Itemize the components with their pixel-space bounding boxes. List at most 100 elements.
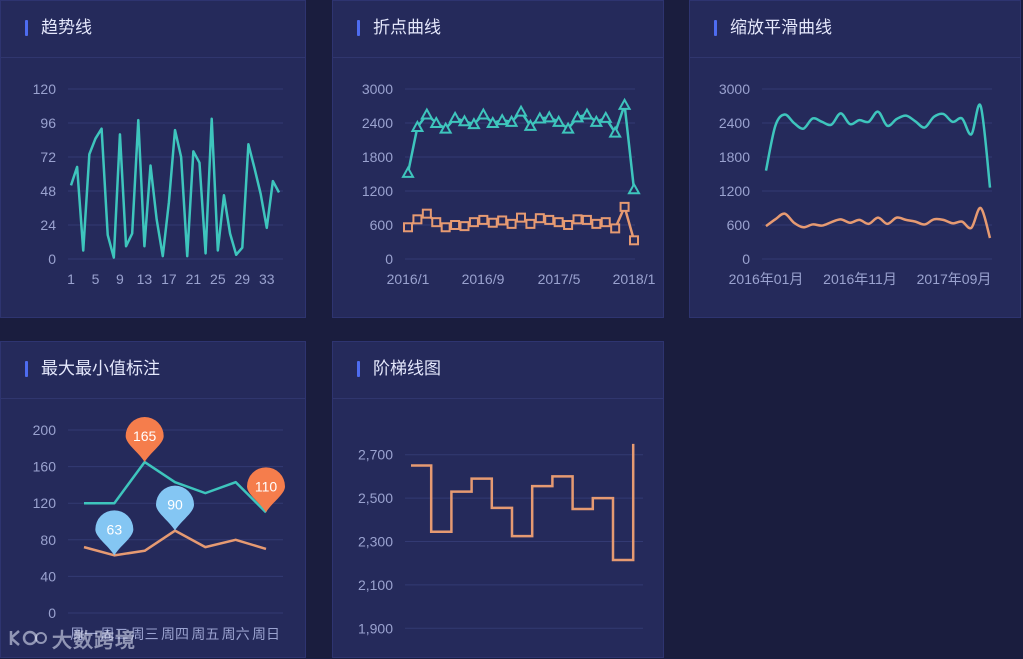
y-tick-label: 1200 [719, 183, 750, 199]
y-tick-label: 0 [48, 605, 56, 621]
y-tick-label: 200 [33, 422, 57, 438]
square-marker [591, 218, 602, 229]
y-tick-label: 1,900 [358, 620, 393, 636]
square-marker [412, 214, 423, 225]
x-tick-label: 17 [161, 271, 177, 287]
step-series-line [411, 443, 635, 562]
y-tick-label: 1800 [719, 149, 750, 165]
trend-line-chart: 0 24 48 72 96 120 1 5 9 13 17 21 25 29 33 [33, 81, 283, 287]
triangle-marker [504, 114, 519, 127]
x-tick-label: 周日 [252, 626, 280, 642]
x-tick-label: 1 [67, 271, 75, 287]
panel-step-line: 阶梯线图 1,900 2,100 2,300 2,500 2,700 [332, 341, 664, 658]
high-series-line [84, 460, 267, 514]
square-marker [629, 235, 639, 246]
watermark-logo-icon [9, 630, 47, 646]
triangle-marker [627, 182, 641, 195]
square-marker [450, 220, 461, 230]
x-tick-label: 2016/9 [462, 271, 505, 287]
watermark: 大数跨境 [8, 626, 136, 652]
panel-header: 缩放平滑曲线 [690, 1, 1020, 58]
x-tick-label: 9 [116, 271, 124, 287]
x-tick-label: 13 [137, 271, 153, 287]
panel-header: 最大最小值标注 [1, 342, 305, 399]
y-tick-label: 2,500 [358, 490, 393, 506]
x-tick-label: 周二 [100, 626, 128, 642]
data-pin [247, 467, 285, 513]
step-line-chart: 1,900 2,100 2,300 2,500 2,700 [358, 443, 643, 636]
triangle-marker [542, 110, 556, 123]
square-marker [610, 223, 621, 234]
square-marker [440, 222, 451, 233]
triangle-marker [420, 107, 434, 120]
y-tick-label: 72 [40, 149, 56, 165]
panel-title: 缩放平滑曲线 [730, 18, 832, 37]
y-tick-label: 2400 [719, 115, 750, 131]
panel-title: 折点曲线 [373, 18, 441, 37]
y-tick-label: 0 [48, 251, 56, 267]
x-tick-label: 周四 [161, 626, 189, 642]
x-tick-label: 2016/1 [387, 271, 430, 287]
y-tick-label: 80 [40, 532, 56, 548]
square-marker [497, 215, 508, 226]
panel-smooth-line: 缩放平滑曲线 0 600 1200 1800 2400 3000 2016年01月 2016年… [689, 0, 1021, 318]
x-tick-label: 周三 [131, 626, 159, 642]
triangle-marker [486, 115, 500, 128]
square-marker [581, 214, 592, 225]
trend-series-line [69, 117, 281, 259]
y-tick-label: 40 [40, 568, 56, 584]
triangle-marker [580, 107, 594, 120]
triangle-marker [561, 121, 575, 134]
triangle-marker [599, 110, 613, 123]
marker-line-chart: 0 600 1200 1800 2400 3000 2016/1 2016/9 2017/5 20… [362, 81, 656, 287]
triangle-marker [410, 119, 425, 132]
panel-marker-line: 折点曲线 0 600 1200 1800 2400 3000 2016/1 2016/9 201… [332, 0, 664, 318]
triangle-marker [457, 114, 472, 127]
pin-label: 165 [133, 428, 157, 444]
title-accent-bar [357, 361, 360, 377]
square-marker [572, 214, 583, 225]
data-pin [95, 510, 134, 556]
y-tick-label: 2,300 [358, 534, 393, 550]
square-marker [468, 217, 479, 228]
square-marker [600, 217, 611, 228]
panel-title: 最大最小值标注 [41, 359, 160, 378]
y-tick-label: 600 [727, 217, 751, 233]
square-marker [544, 214, 555, 225]
square-marker [421, 208, 432, 219]
y-tick-label: 24 [40, 217, 56, 233]
data-pin [125, 417, 164, 463]
upper-smooth-line [764, 103, 992, 188]
lower-smooth-line [765, 206, 992, 239]
data-pin [156, 485, 194, 531]
pin-label: 90 [167, 497, 183, 513]
panel-title: 阶梯线图 [373, 359, 441, 378]
square-marker [431, 217, 442, 228]
x-tick-label: 25 [210, 271, 226, 287]
pin-label: 63 [107, 521, 123, 537]
x-tick-label: 33 [259, 271, 275, 287]
panel-header: 折点曲线 [333, 1, 663, 58]
triangle-marker [438, 121, 453, 134]
triangle-marker [608, 125, 622, 138]
pin-label: 110 [255, 478, 278, 494]
smooth-line-chart: 0 600 1200 1800 2400 3000 2016年01月 2016年11月 2017… [719, 81, 992, 287]
square-marker [563, 220, 574, 230]
x-tick-label: 21 [186, 271, 202, 287]
y-tick-label: 3000 [362, 81, 393, 97]
triangle-marker [589, 114, 604, 127]
triangle-marker [514, 104, 528, 117]
square-marker [478, 214, 489, 225]
y-tick-label: 1200 [362, 183, 393, 199]
x-tick-label: 周六 [222, 626, 250, 642]
y-tick-label: 0 [385, 251, 393, 267]
y-tick-label: 160 [33, 459, 57, 475]
triangle-marker [429, 115, 443, 128]
title-accent-bar [25, 20, 28, 36]
square-marker [619, 201, 630, 212]
panel-trend-line: 趋势线 0 24 48 72 96 120 1 5 9 13 17 21 25 29 33 [0, 0, 306, 318]
y-tick-label: 2,100 [358, 577, 393, 593]
panel-header: 趋势线 [1, 1, 305, 58]
title-accent-bar [714, 20, 717, 36]
panel-header: 阶梯线图 [333, 342, 663, 399]
